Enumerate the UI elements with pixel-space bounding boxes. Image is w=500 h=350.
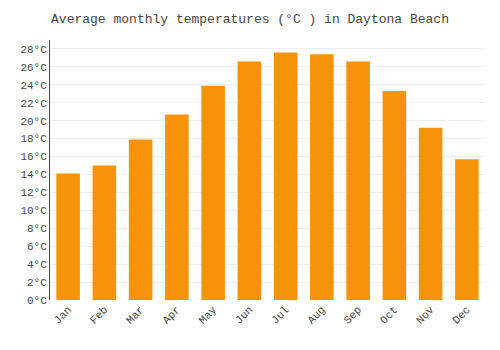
svg-text:Feb: Feb [88, 304, 110, 326]
svg-text:Jan: Jan [52, 304, 74, 326]
svg-text:10°C: 10°C [20, 205, 47, 217]
svg-text:12°C: 12°C [20, 187, 47, 199]
svg-text:Aug: Aug [305, 304, 327, 326]
svg-text:20°C: 20°C [20, 116, 47, 128]
svg-text:2°C: 2°C [27, 277, 47, 289]
svg-text:Jul: Jul [269, 304, 291, 326]
svg-text:Average monthly temperatures (: Average monthly temperatures (°C ) in Da… [51, 12, 449, 27]
svg-text:Jun: Jun [233, 304, 255, 326]
svg-text:18°C: 18°C [20, 133, 47, 145]
svg-text:May: May [197, 304, 220, 327]
svg-text:24°C: 24°C [20, 80, 47, 92]
svg-text:16°C: 16°C [20, 151, 47, 163]
svg-text:Mar: Mar [124, 304, 146, 326]
svg-text:0°C: 0°C [27, 295, 47, 307]
svg-text:4°C: 4°C [27, 259, 47, 271]
svg-text:6°C: 6°C [27, 241, 47, 253]
svg-text:Oct: Oct [378, 304, 400, 326]
svg-text:8°C: 8°C [27, 223, 47, 235]
svg-text:22°C: 22°C [20, 98, 47, 110]
svg-text:14°C: 14°C [20, 169, 47, 181]
svg-text:26°C: 26°C [20, 62, 47, 74]
svg-text:Sep: Sep [342, 304, 364, 326]
svg-text:Nov: Nov [414, 304, 437, 327]
svg-text:Apr: Apr [160, 304, 182, 326]
svg-text:28°C: 28°C [20, 44, 47, 56]
svg-text:Dec: Dec [450, 304, 472, 326]
